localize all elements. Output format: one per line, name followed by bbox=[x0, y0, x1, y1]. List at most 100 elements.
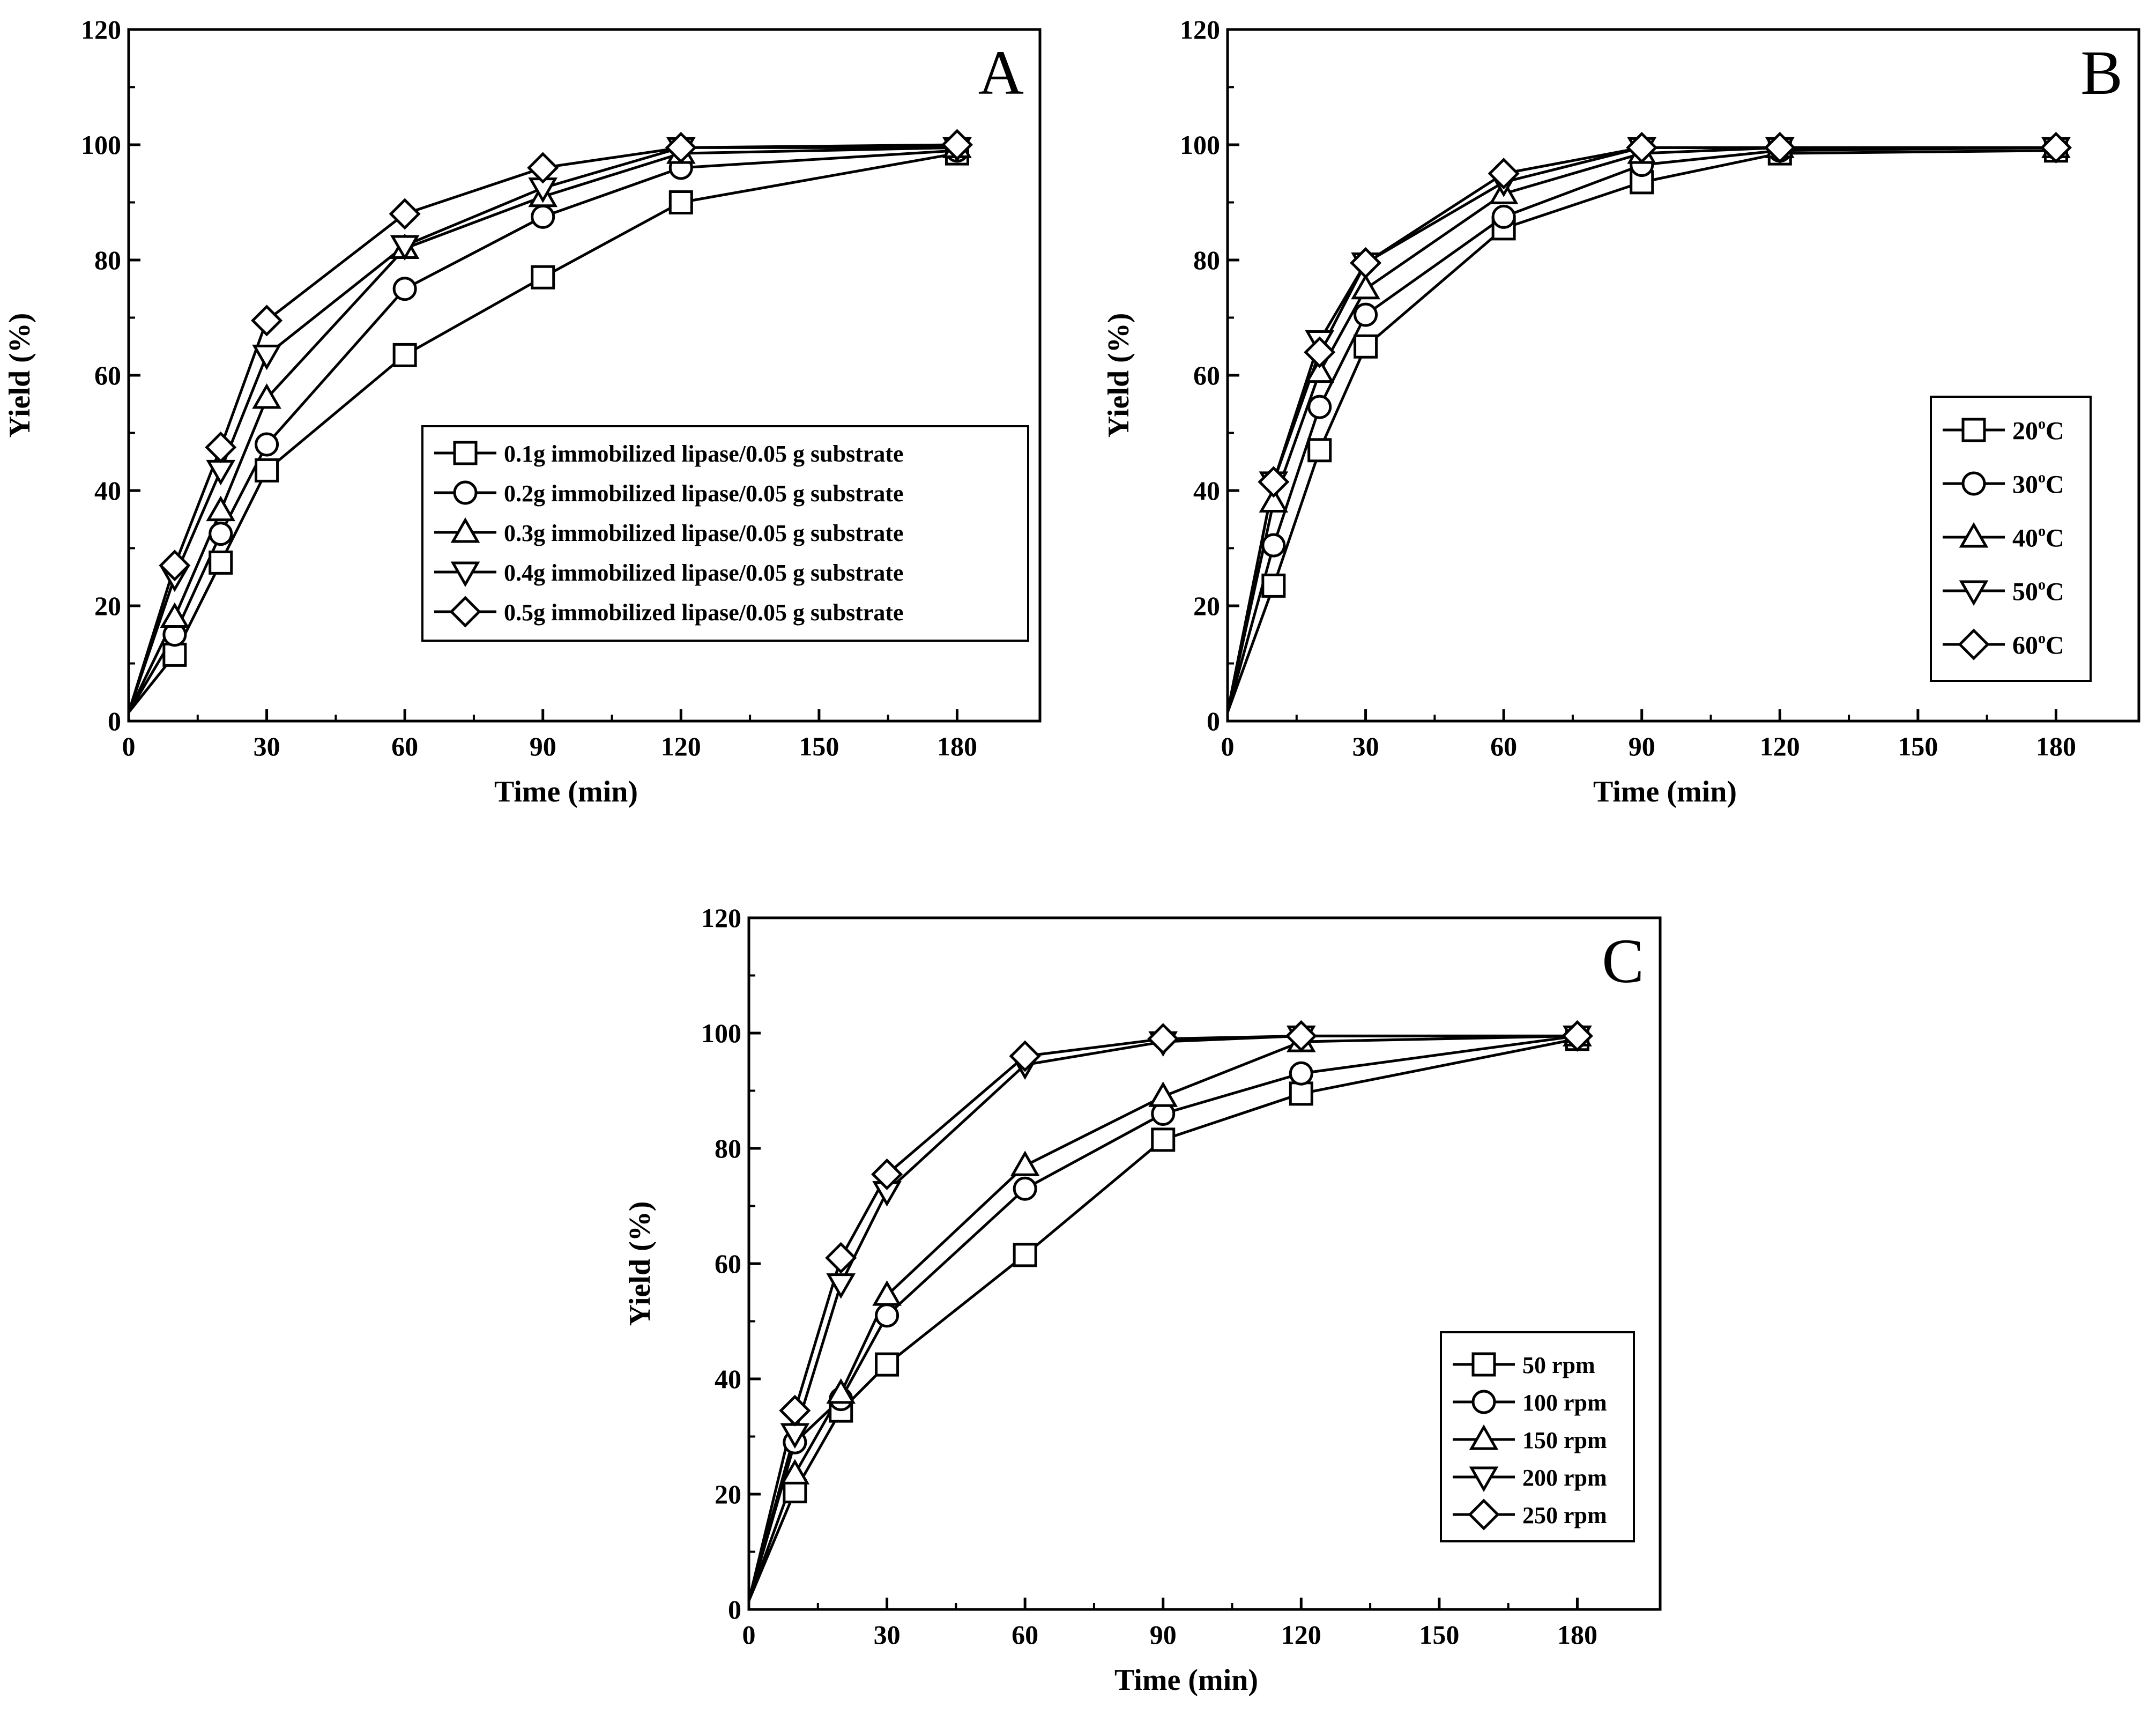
data-point bbox=[1258, 466, 1290, 498]
data-point bbox=[392, 343, 417, 367]
legend-unit: C bbox=[2046, 577, 2064, 606]
series-line-3 bbox=[747, 1034, 1578, 1601]
legend-label: 0.1g immobilized lipase/0.05 g substrate bbox=[504, 441, 904, 467]
data-point bbox=[941, 129, 973, 161]
x-tick-label: 180 bbox=[937, 731, 977, 761]
legend-unit: C bbox=[2046, 524, 2064, 552]
data-point bbox=[1147, 1023, 1179, 1055]
data-point bbox=[780, 1459, 810, 1485]
x-axis-title: Time (min) bbox=[1114, 1664, 1258, 1697]
y-tick-label: 80 bbox=[94, 245, 121, 275]
data-point bbox=[162, 642, 187, 667]
legend-label: 0.3g immobilized lipase/0.05 g substrate bbox=[504, 520, 904, 546]
data-point bbox=[875, 1303, 899, 1328]
x-tick-label: 120 bbox=[1281, 1620, 1321, 1650]
data-point bbox=[531, 265, 555, 290]
data-point bbox=[209, 522, 233, 546]
y-tick-label: 20 bbox=[1193, 591, 1220, 621]
legend-label: 0.2g immobilized lipase/0.05 g substrate bbox=[504, 480, 904, 507]
data-point bbox=[159, 550, 191, 582]
legend-frame bbox=[421, 425, 1029, 642]
series-line-5 bbox=[747, 1034, 1578, 1601]
legend-unit: C bbox=[2046, 417, 2064, 445]
x-tick-label: 60 bbox=[1012, 1620, 1038, 1650]
legend-marker bbox=[1958, 628, 1990, 660]
legend-superscript: o bbox=[2038, 523, 2046, 539]
legend-marker bbox=[1471, 1352, 1496, 1377]
legend-marker bbox=[453, 480, 478, 505]
legend-label: 250 rpm bbox=[1522, 1502, 1607, 1528]
data-point bbox=[826, 1378, 856, 1404]
x-tick-label: 90 bbox=[530, 731, 556, 761]
y-axis-title: Yield (%) bbox=[3, 313, 36, 438]
data-point bbox=[871, 1158, 903, 1190]
legend-label: 0.4g immobilized lipase/0.05 g substrate bbox=[504, 560, 904, 586]
series-line-1 bbox=[1226, 149, 2056, 713]
x-tick-label: 120 bbox=[661, 731, 701, 761]
x-tick-label: 0 bbox=[1221, 731, 1235, 761]
x-tick-label: 120 bbox=[1760, 731, 1800, 761]
legend-marker bbox=[1959, 522, 1989, 548]
legend-label: 30oC bbox=[2012, 469, 2064, 499]
data-point bbox=[1626, 131, 1658, 164]
legend-marker bbox=[1469, 1424, 1499, 1450]
data-point bbox=[1013, 1243, 1037, 1267]
data-point bbox=[1151, 1127, 1176, 1152]
data-point bbox=[1307, 438, 1332, 463]
data-point bbox=[1351, 273, 1380, 300]
data-point bbox=[1304, 336, 1336, 368]
data-point bbox=[1491, 204, 1516, 229]
x-tick-label: 60 bbox=[1490, 731, 1517, 761]
data-point bbox=[1010, 1151, 1040, 1176]
x-tick-label: 0 bbox=[122, 731, 136, 761]
data-point bbox=[875, 1352, 899, 1377]
data-point bbox=[389, 198, 421, 230]
panel-letter: C bbox=[1602, 926, 1644, 996]
x-axis-title: Time (min) bbox=[1593, 775, 1737, 808]
data-point bbox=[251, 305, 283, 337]
data-point bbox=[2040, 131, 2072, 164]
y-tick-label: 120 bbox=[701, 903, 741, 933]
panel-letter: B bbox=[2080, 38, 2123, 108]
y-tick-label: 100 bbox=[1180, 130, 1220, 160]
data-point bbox=[1764, 131, 1796, 164]
x-tick-label: 30 bbox=[254, 731, 280, 761]
y-axis-title: Yield (%) bbox=[1102, 313, 1135, 438]
x-tick-label: 150 bbox=[799, 731, 839, 761]
series-line-5 bbox=[127, 143, 957, 713]
data-point bbox=[1009, 1040, 1041, 1072]
panel-C: 0 20 40 60 80 100 120 0 30 60 90 120 150 180 Time (min… bbox=[623, 903, 1662, 1697]
data-point bbox=[209, 550, 233, 575]
legend-unit: C bbox=[2046, 631, 2064, 659]
y-tick-label: 80 bbox=[1193, 245, 1220, 275]
y-tick-label: 0 bbox=[108, 706, 121, 736]
legend-superscript: o bbox=[2038, 469, 2046, 486]
legend-superscript: o bbox=[2038, 576, 2046, 593]
series-line-5 bbox=[1226, 146, 2056, 713]
x-tick-label: 30 bbox=[874, 1620, 901, 1650]
legend-label: 150 rpm bbox=[1522, 1427, 1607, 1453]
data-point bbox=[1354, 302, 1378, 327]
legend-marker bbox=[1959, 580, 1989, 606]
legend-unit: C bbox=[2046, 470, 2064, 499]
data-point bbox=[392, 277, 417, 301]
data-point bbox=[1148, 1081, 1178, 1107]
data-point bbox=[160, 602, 190, 628]
legend-marker bbox=[1468, 1498, 1500, 1531]
legend-label: 20oC bbox=[2012, 415, 2064, 445]
legend: 50 rpm 100 rpm 150 rpm 200 rpm 250 rpm bbox=[1440, 1331, 1635, 1542]
y-tick-label: 60 bbox=[94, 360, 121, 390]
y-tick-label: 40 bbox=[715, 1364, 741, 1394]
legend-superscript: o bbox=[2038, 630, 2046, 647]
x-tick-label: 180 bbox=[1557, 1620, 1597, 1650]
series-line-3 bbox=[127, 146, 957, 713]
x-tick-label: 90 bbox=[1150, 1620, 1177, 1650]
data-point bbox=[826, 1273, 856, 1299]
panel-B: 0 20 40 60 80 100 120 0 30 60 90 120 150 180 Time (min… bbox=[1102, 14, 2140, 808]
x-tick-label: 0 bbox=[742, 1620, 756, 1650]
series-line-2 bbox=[1226, 146, 2056, 713]
data-point bbox=[1261, 573, 1286, 598]
legend-superscript: o bbox=[2038, 415, 2046, 432]
